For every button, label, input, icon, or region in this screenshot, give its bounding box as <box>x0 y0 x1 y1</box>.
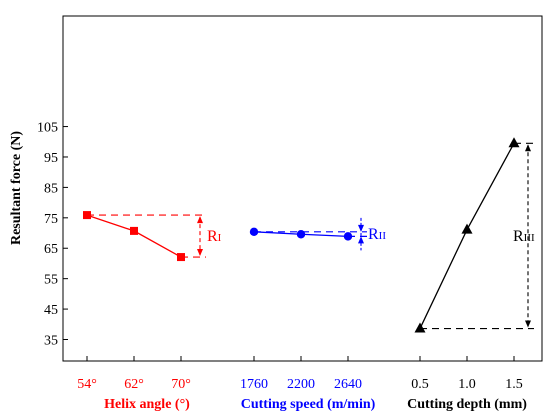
y-tick-label: 85 <box>44 181 58 196</box>
data-point-triangle <box>461 223 473 234</box>
range-arrowhead <box>358 236 364 244</box>
plot-frame <box>62 15 543 362</box>
x-tick-label: 2200 <box>287 377 315 392</box>
x-tick-label: 70° <box>171 377 191 392</box>
data-point-square <box>130 226 138 235</box>
x-axis: 54° 62° 70° Helix angle (°) 1760 2200 2640 Cutt… <box>77 356 527 412</box>
x-tick-label: 54° <box>77 377 97 392</box>
x-axis-label: Cutting depth (mm) <box>407 397 527 412</box>
x-tick-label: 0.5 <box>411 377 429 392</box>
series-line <box>419 142 515 329</box>
y-axis-label: Resultant force (N) <box>9 131 24 245</box>
range-arrowhead <box>197 216 203 224</box>
range-label: RII <box>368 226 386 243</box>
series-line <box>86 214 182 258</box>
x-tick-label: 1760 <box>240 377 268 392</box>
x-tick-label: 2640 <box>334 377 362 392</box>
range-label: RIII <box>513 228 535 245</box>
range-arrowhead <box>358 224 364 232</box>
y-tick-label: 65 <box>44 242 58 257</box>
series-layer: RI RII RIII <box>83 137 535 333</box>
y-tick-label: 75 <box>44 212 58 227</box>
x-tick-label: 1.0 <box>458 377 476 392</box>
y-tick-label: 45 <box>44 303 58 318</box>
y-axis: 35 45 55 65 75 85 95 105 <box>37 121 68 349</box>
y-tick-label: 95 <box>44 151 58 166</box>
data-point-triangle <box>414 322 426 333</box>
range-arrowhead <box>525 320 531 328</box>
x-axis-label: Cutting speed (m/min) <box>241 397 376 412</box>
x-tick-label: 62° <box>124 377 144 392</box>
x-tick-label: 1.5 <box>505 377 523 392</box>
y-tick-label: 35 <box>44 334 58 349</box>
range-label: RI <box>207 228 222 245</box>
y-tick-label: 55 <box>44 273 58 288</box>
x-axis-label: Helix angle (°) <box>104 397 190 412</box>
y-tick-label: 105 <box>37 121 58 136</box>
range-arrowhead <box>197 249 203 257</box>
range-arrowhead <box>525 144 531 152</box>
data-point-triangle <box>508 137 520 148</box>
